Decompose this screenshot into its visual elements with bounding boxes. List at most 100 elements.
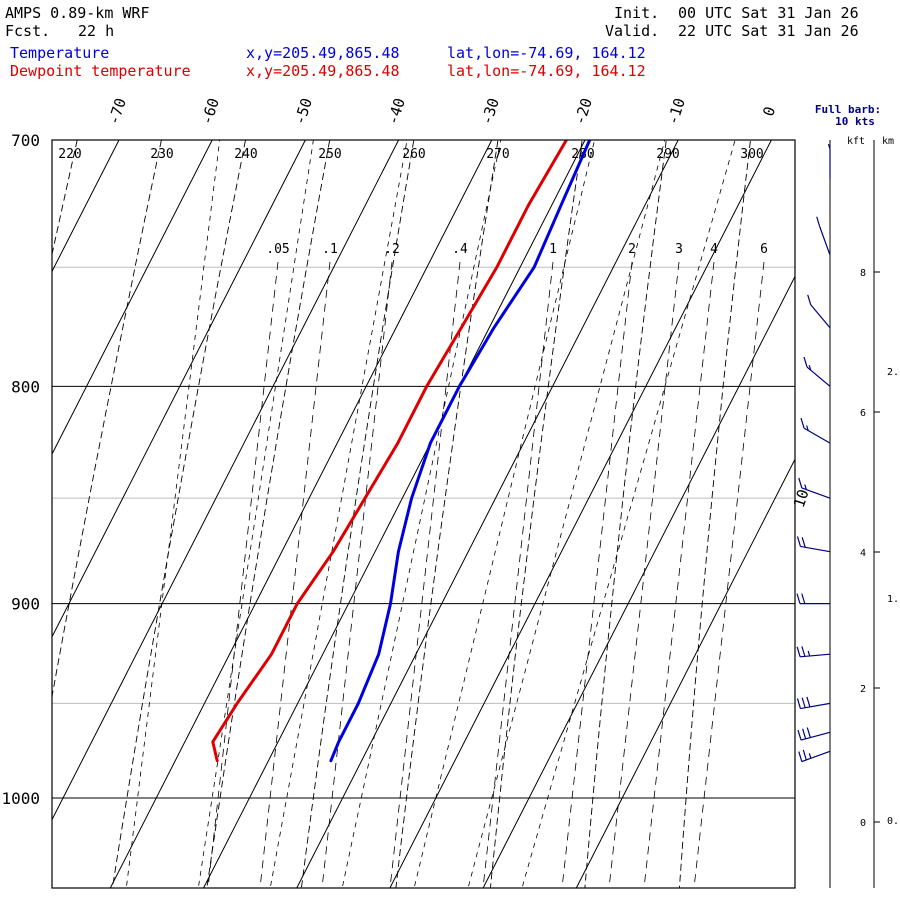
wind-barb-10 <box>797 727 831 741</box>
wind-barb-1 <box>816 216 831 256</box>
wind-barb-11 <box>798 749 831 763</box>
dry-adiabat-label-220: 220 <box>58 147 81 162</box>
dry-adiabat-260 <box>300 140 415 888</box>
isotherm-20 <box>575 458 795 888</box>
wind-barb-flag-10-0 <box>797 729 802 741</box>
temperature-tick-label--30: -30 <box>477 96 502 127</box>
wind-barb-staff-6 <box>800 545 831 553</box>
mixing-ratio-line-4 <box>482 261 554 888</box>
dry-adiabat-270 <box>395 140 499 888</box>
mixing-ratio-label-7: 4 <box>710 242 718 257</box>
wind-barb-staff-10 <box>800 731 831 741</box>
dry-adiabat-label-230: 230 <box>150 147 173 162</box>
isotherm--10 <box>296 140 679 888</box>
mixing-ratio-label-0: .05 <box>266 242 289 257</box>
wind-barb-flag-3-1 <box>808 364 812 371</box>
wind-barb-flag-6-1 <box>801 537 806 548</box>
km-label: km <box>882 136 894 147</box>
wind-barb-2 <box>807 294 831 329</box>
mixing-ratio-label-5: 2 <box>628 242 636 257</box>
mixing-ratio-line-5 <box>561 261 633 888</box>
chart-axes: -70 -60 -50 -40 -30 -20 -10 0 10 700 800 900 1000 <box>1 96 812 808</box>
wind-barb-staff-1 <box>819 226 831 256</box>
wind-barb-flag-7-1 <box>801 593 806 604</box>
wind-barb-flag-11-2 <box>808 753 812 759</box>
moist-adiabat-2 <box>269 140 408 888</box>
legend-temperature-xy: x,y=205.49,865.48 <box>246 44 400 62</box>
wind-barb-8 <box>796 646 831 658</box>
moist-adiabat-3 <box>341 140 502 888</box>
dry-adiabat-label-270: 270 <box>486 147 509 162</box>
km-label-2: 0. <box>887 816 899 827</box>
moist-adiabat-1 <box>197 140 314 888</box>
init-label: Init. <box>614 4 660 22</box>
wind-barb-3 <box>803 356 831 387</box>
wind-barb-staff-9 <box>800 702 831 710</box>
mixing-ratio-line-2 <box>321 261 393 888</box>
wind-barb-4 <box>800 417 831 444</box>
isotherm--80 <box>0 140 26 888</box>
wind-barb-staff-3 <box>806 366 831 387</box>
temperature-tick-label-10: 10 <box>790 487 813 510</box>
wind-barb-panel: Full barb: 10 kts kft km 8 6 4 2 0 2. 1. 0. <box>796 103 899 888</box>
moist-adiabat-5 <box>467 140 666 888</box>
kft-label-2: 2 <box>860 684 866 695</box>
mixing-ratio-label-8: 6 <box>760 242 768 257</box>
valid-value: 22 UTC Sat 31 Jan 26 <box>678 22 859 40</box>
kft-label-4: 4 <box>860 548 866 559</box>
legend-dewpoint-xy: x,y=205.49,865.48 <box>246 62 400 80</box>
isotherm--40 <box>52 140 400 821</box>
temperature-tick-label--60: -60 <box>197 96 222 127</box>
mixing-ratio-label-4: 1 <box>549 242 557 257</box>
forecast-label: Fcst. <box>5 22 51 40</box>
barb-panel-title-2: 10 kts <box>835 115 875 128</box>
mixing-ratio-label-2: .2 <box>384 242 400 257</box>
wind-barb-staff-8 <box>800 653 831 658</box>
wind-barb-flag-8-1 <box>801 646 806 657</box>
isotherm--30 <box>109 140 493 888</box>
init-value: 00 UTC Sat 31 Jan 26 <box>678 4 859 22</box>
wind-barb-staff-2 <box>810 304 831 329</box>
wind-barb-flag-9-0 <box>796 698 802 709</box>
wind-barb-0 <box>827 143 831 180</box>
temperature-tick-label--70: -70 <box>104 96 129 127</box>
pressure-tick-label-1000: 1000 <box>1 789 40 808</box>
wind-barb-staff-4 <box>803 427 831 444</box>
mixing-ratio-label-1: .1 <box>322 242 338 257</box>
barb-panel-title-1: Full barb: <box>815 103 881 116</box>
wind-barb-flag-11-1 <box>802 749 807 761</box>
temperature-tick-label--50: -50 <box>290 96 315 127</box>
mixing-ratio-line-3 <box>389 261 461 888</box>
chart-grid <box>0 140 795 888</box>
dry-adiabat-label-250: 250 <box>318 147 341 162</box>
wind-barb-flag-3-0 <box>803 356 808 368</box>
temperature-tick-label--40: -40 <box>383 96 408 127</box>
kft-label: kft <box>847 136 865 147</box>
dry-adiabat-label-290: 290 <box>656 147 679 162</box>
dry-adiabat-label-240: 240 <box>234 147 257 162</box>
isotherm--60 <box>52 140 213 456</box>
wind-barb-flag-9-2 <box>806 696 811 708</box>
wind-barb-9 <box>796 696 831 710</box>
wind-barb-flag-10-2 <box>806 727 811 738</box>
mixing-ratio-label-3: .4 <box>452 242 468 257</box>
wind-barb-flag-1-0 <box>816 216 821 227</box>
chart-inner-labels: 220 230 240 250 260 270 280 290 300.05.1.2.4 1 2 3 4… <box>58 147 768 257</box>
forecast-value: 22 h <box>78 22 115 40</box>
temperature-tick-label--10: -10 <box>663 96 688 127</box>
dry-adiabat-230 <box>52 140 162 699</box>
moist-adiabat-6 <box>521 140 736 888</box>
wind-barb-staff-5 <box>801 487 831 499</box>
series-line-dewpoint <box>211 140 568 763</box>
wind-barb-flag-4-0 <box>800 417 805 429</box>
legend-temperature-label: Temperature <box>10 44 110 62</box>
series-line-temperature <box>329 140 592 763</box>
wind-barb-5 <box>798 477 831 499</box>
legend-dewpoint-latlon: lat,lon=-74.69, 164.12 <box>447 62 646 80</box>
dry-adiabat-240 <box>111 140 246 888</box>
wind-barb-flag-7-0 <box>796 593 801 604</box>
wind-barb-flag-4-1 <box>806 425 809 431</box>
dry-adiabat-220 <box>52 140 78 257</box>
kft-label-6: 6 <box>860 408 866 419</box>
